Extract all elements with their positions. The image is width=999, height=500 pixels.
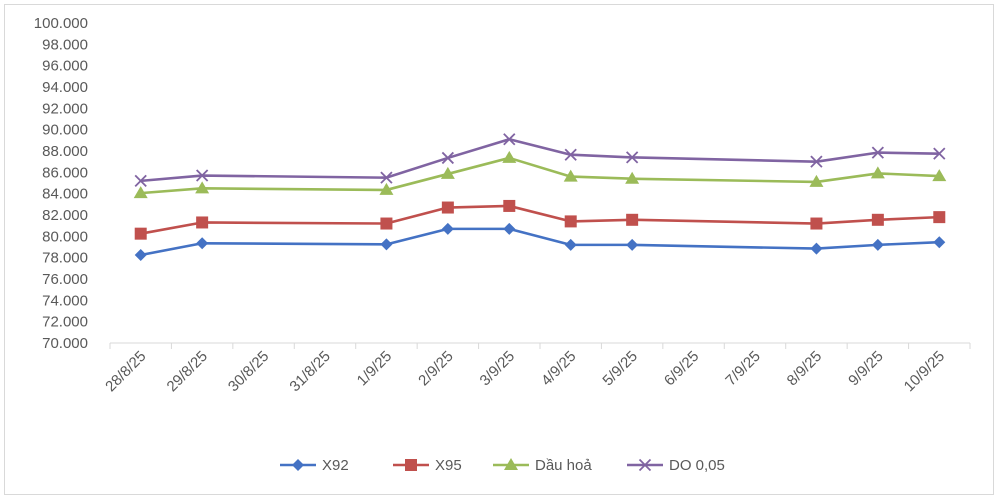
x-tick-label: 6/9/25	[661, 348, 703, 390]
legend: X92 X95 Dầu hoả DO 0,05	[280, 457, 725, 474]
series-x92-point	[933, 236, 946, 249]
legend-marker	[504, 458, 518, 470]
series-d-u-ho-point	[133, 186, 148, 199]
legend-item: DO 0,05	[627, 457, 725, 474]
legend-marker	[292, 459, 304, 471]
series-x92-point	[810, 242, 823, 255]
y-tick-label: 78.000	[42, 250, 88, 267]
series-do-0-05	[134, 133, 946, 188]
x-tick-label: 29/8/25	[164, 348, 211, 395]
series-x95-point	[564, 215, 577, 228]
y-tick-label: 70.000	[42, 335, 88, 352]
y-tick-label: 98.000	[42, 36, 88, 53]
x-tick-label: 4/9/25	[538, 348, 580, 390]
series-do-0-05-line	[140, 137, 940, 183]
y-tick-label: 86.000	[42, 164, 88, 181]
series-x95	[134, 199, 946, 240]
series-x95-point	[626, 213, 639, 226]
series-x92-point	[380, 238, 393, 251]
legend-label: DO 0,05	[669, 457, 725, 474]
series-d-u-ho-point	[563, 169, 578, 182]
series-do-0-05-point	[196, 169, 209, 182]
legend-label: X92	[322, 457, 349, 474]
series-do-0-05-point	[871, 146, 884, 159]
series-x95-point	[380, 217, 393, 230]
series-do-0-05-point	[503, 133, 516, 146]
x-tick-label: 9/9/25	[845, 348, 887, 390]
legend-marker	[638, 458, 652, 472]
y-tick-label: 80.000	[42, 228, 88, 245]
series-d-u-ho-point	[809, 174, 824, 187]
series-x92-point	[134, 249, 147, 261]
series-do-0-05-point	[626, 151, 639, 164]
y-tick-label: 84.000	[42, 186, 88, 203]
series-d-u-ho-line	[140, 156, 940, 195]
series-x92-point	[196, 237, 209, 250]
series-x92-point	[564, 238, 577, 251]
series-x92-point	[871, 238, 884, 251]
legend-item: X95	[393, 457, 462, 474]
series-layer	[133, 133, 947, 261]
series-x92-point	[441, 222, 454, 235]
x-tick-label: 2/9/25	[415, 348, 457, 390]
series-x95-line	[140, 204, 940, 235]
x-tick-label: 28/8/25	[102, 348, 149, 395]
y-tick-label: 92.000	[42, 100, 88, 117]
x-tick-label: 1/9/25	[354, 348, 396, 390]
x-tick-label: 30/8/25	[225, 348, 272, 395]
y-tick-label: 100.000	[34, 15, 88, 32]
series-d-u-ho-point	[195, 181, 210, 194]
series-do-0-05-point	[380, 171, 393, 184]
legend-item: Dầu hoả	[493, 457, 592, 474]
series-d-u-ho-point	[502, 150, 517, 163]
series-d-u-ho-point	[440, 166, 455, 179]
series-do-0-05-point	[810, 155, 823, 168]
series-x95-point	[441, 201, 454, 214]
series-do-0-05-point	[441, 151, 454, 165]
series-d-u-ho-point	[932, 169, 947, 182]
series-d-u-ho-point	[379, 182, 394, 195]
x-tick-label: 3/9/25	[477, 348, 519, 390]
series-x92-point	[626, 238, 639, 251]
x-tick-label: 31/8/25	[286, 348, 333, 395]
legend-marker	[405, 459, 417, 471]
series-d-u-ho-point	[625, 171, 640, 184]
x-tick-label: 5/9/25	[599, 348, 641, 390]
x-tick-label: 10/9/25	[901, 348, 948, 395]
x-tick-label: 7/9/25	[722, 348, 764, 390]
y-axis: 70.000 72.000 74.000 76.000 78.000 80.000 82.0…	[34, 15, 88, 352]
series-do-0-05-point	[134, 174, 147, 188]
series-x95-point	[933, 211, 946, 224]
series-do-0-05-point	[564, 148, 577, 161]
series-x95-point	[810, 217, 823, 230]
y-tick-label: 82.000	[42, 207, 88, 224]
x-tick-label: 8/9/25	[784, 348, 826, 390]
y-tick-label: 90.000	[42, 122, 88, 139]
series-x92-point	[503, 222, 516, 235]
series-x92-line	[140, 227, 940, 257]
series-x92	[134, 222, 946, 261]
x-axis: 28/8/25 29/8/25 30/8/25 31/8/25 1/9/25 2/9/25…	[102, 342, 971, 395]
series-x95-point	[196, 216, 209, 229]
legend-item: X92	[280, 457, 349, 474]
series-do-0-05-point	[933, 147, 946, 160]
y-tick-label: 88.000	[42, 143, 88, 160]
y-tick-label: 74.000	[42, 292, 88, 309]
series-d-u-ho-point	[870, 166, 885, 179]
y-tick-label: 94.000	[42, 79, 88, 96]
series-x95-point	[871, 213, 884, 226]
y-tick-label: 76.000	[42, 271, 88, 288]
legend-label: X95	[435, 457, 462, 474]
series-x95-point	[503, 199, 516, 212]
series-d-u-ho	[133, 150, 947, 199]
y-tick-label: 96.000	[42, 58, 88, 75]
y-tick-label: 72.000	[42, 314, 88, 331]
series-x95-point	[134, 227, 147, 240]
legend-label: Dầu hoả	[535, 457, 592, 474]
